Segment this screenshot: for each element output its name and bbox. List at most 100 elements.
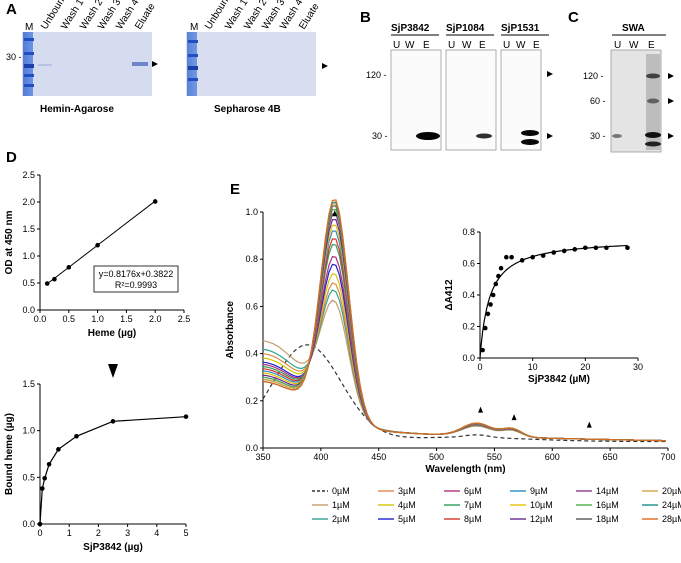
blot-mw-label-30: 30 -	[372, 131, 388, 141]
data-point	[490, 292, 496, 298]
y-tick-label: 0.2	[245, 396, 258, 406]
ladder-band	[24, 84, 34, 87]
blot-band	[645, 132, 661, 138]
ladder-band	[24, 38, 34, 41]
x-tick-label: 2	[96, 528, 101, 538]
x-tick-label: 1.0	[91, 314, 104, 324]
y-axis-label: OD at 450 nm	[4, 210, 15, 274]
blot-band	[476, 133, 492, 139]
legend-label: 14µM	[596, 486, 619, 496]
x-tick-label: 650	[603, 452, 618, 462]
blot-band	[521, 139, 539, 145]
arrowhead-icon	[668, 133, 674, 139]
arrowhead-icon	[322, 63, 328, 69]
x-tick-label: 450	[371, 452, 386, 462]
lane-label: W	[405, 40, 415, 51]
arrowhead-icon	[547, 71, 553, 77]
gel-title: Hemin-Agarose	[40, 104, 114, 115]
legend-label: 5µM	[398, 514, 416, 524]
gel-title: Sepharose 4B	[214, 104, 281, 115]
peak-arrow-icon	[332, 210, 338, 217]
x-tick-label: 0	[37, 528, 42, 538]
blot-title: SjP1084	[446, 23, 485, 34]
ladder-band	[188, 78, 198, 81]
x-axis-label: SjP3842 (µg)	[83, 542, 143, 553]
data-point	[95, 242, 100, 248]
data-point	[37, 521, 43, 527]
x-tick-label: 0.0	[34, 314, 47, 324]
panel-label-e: E	[230, 181, 240, 198]
x-tick-label: 2.5	[178, 314, 191, 324]
data-point	[183, 414, 189, 419]
lane-label: E	[533, 40, 540, 51]
data-point	[540, 253, 546, 258]
x-tick-label: 400	[313, 452, 328, 462]
peak-arrow-icon	[511, 414, 517, 421]
x-tick-label: 2.0	[149, 314, 162, 324]
data-point	[74, 433, 79, 439]
blot-band	[416, 132, 440, 140]
arrowhead-icon	[668, 73, 674, 79]
panel-label-c: C	[568, 9, 579, 26]
gel-hemin-agarose: M Unbound Wash 1 Wash 2 Wash 3 Wash 4 El…	[22, 0, 158, 115]
y-tick-label: 0.5	[22, 472, 35, 482]
x-tick-label: 4	[154, 528, 159, 538]
blot-membrane	[445, 49, 497, 151]
data-point	[52, 276, 57, 282]
data-point	[152, 199, 158, 204]
ladder-band	[188, 54, 198, 57]
x-tick-label: 700	[660, 452, 675, 462]
equation-text: y=0.8176x+0.3822	[99, 269, 174, 279]
data-point	[530, 254, 535, 260]
blot-sjp1084: SjP1084 U W E	[445, 23, 497, 151]
lane-label: U	[503, 40, 510, 51]
y-tick-label: 2.0	[22, 197, 35, 207]
ladder-band	[24, 52, 34, 55]
blot-title: SjP3842	[391, 23, 430, 34]
arrowhead-icon	[152, 61, 158, 67]
lane-label: E	[479, 40, 486, 51]
x-tick-label: 500	[429, 452, 444, 462]
gel-background	[186, 32, 316, 96]
x-tick-label: 550	[487, 452, 502, 462]
legend-label: 24µM	[662, 500, 681, 510]
x-tick-label: 3	[125, 528, 130, 538]
arrowhead-icon	[547, 133, 553, 139]
legend-label: 16µM	[596, 500, 619, 510]
data-point	[504, 254, 509, 260]
y-tick-label: 0.6	[245, 301, 258, 311]
panel-label-b: B	[360, 9, 371, 26]
gel-sepharose-4b: M Unbound Wash 1 Wash 2 Wash 3 Wash 4 El…	[186, 0, 328, 115]
x-tick-label: 1	[67, 528, 72, 538]
r-squared-text: R²=0.9993	[115, 280, 157, 290]
y-tick-label: 0.6	[462, 259, 475, 269]
blot-sjp3842: SjP3842 U W E	[390, 23, 442, 151]
x-tick-label: 0.5	[63, 314, 76, 324]
lane-label: W	[462, 40, 472, 51]
legend-label: 10µM	[530, 500, 553, 510]
gel-mw-label-30: 30 -	[6, 52, 22, 62]
bound-heme-chart: 0 1 2 3 4 5 0.0 0.5 1.0 1.5 SjP3842 (µg) Bound heme…	[4, 364, 189, 553]
standard-curve-chart: 0.0 0.5 1.0 1.5 2.0 2.5 0.0 0.5 1.0 1.5 2.0 2.5 Heme…	[4, 170, 190, 339]
y-tick-label: 1.0	[22, 251, 35, 261]
arrowhead-icon	[668, 98, 674, 104]
x-axis-label: Heme (µg)	[88, 328, 137, 339]
legend-label: 3µM	[398, 486, 416, 496]
gel-band-eluate	[132, 62, 148, 66]
blot-band	[521, 130, 539, 136]
y-tick-label: 0.0	[22, 305, 35, 315]
legend-label: 6µM	[464, 486, 482, 496]
legend-label: 20µM	[662, 486, 681, 496]
peak-arrow-icon	[478, 406, 484, 413]
spectrum-line	[262, 199, 666, 442]
bound-heme-curve	[39, 416, 187, 525]
y-tick-label: 1.5	[22, 224, 35, 234]
lane-label-m: M	[190, 22, 198, 33]
y-tick-label: 0.5	[22, 278, 35, 288]
data-point	[40, 486, 45, 491]
data-point	[66, 265, 72, 270]
lane-label: U	[614, 40, 621, 51]
ladder-band	[24, 74, 34, 77]
blot-mw-label-120: 120 -	[583, 71, 604, 81]
data-point	[42, 475, 47, 481]
